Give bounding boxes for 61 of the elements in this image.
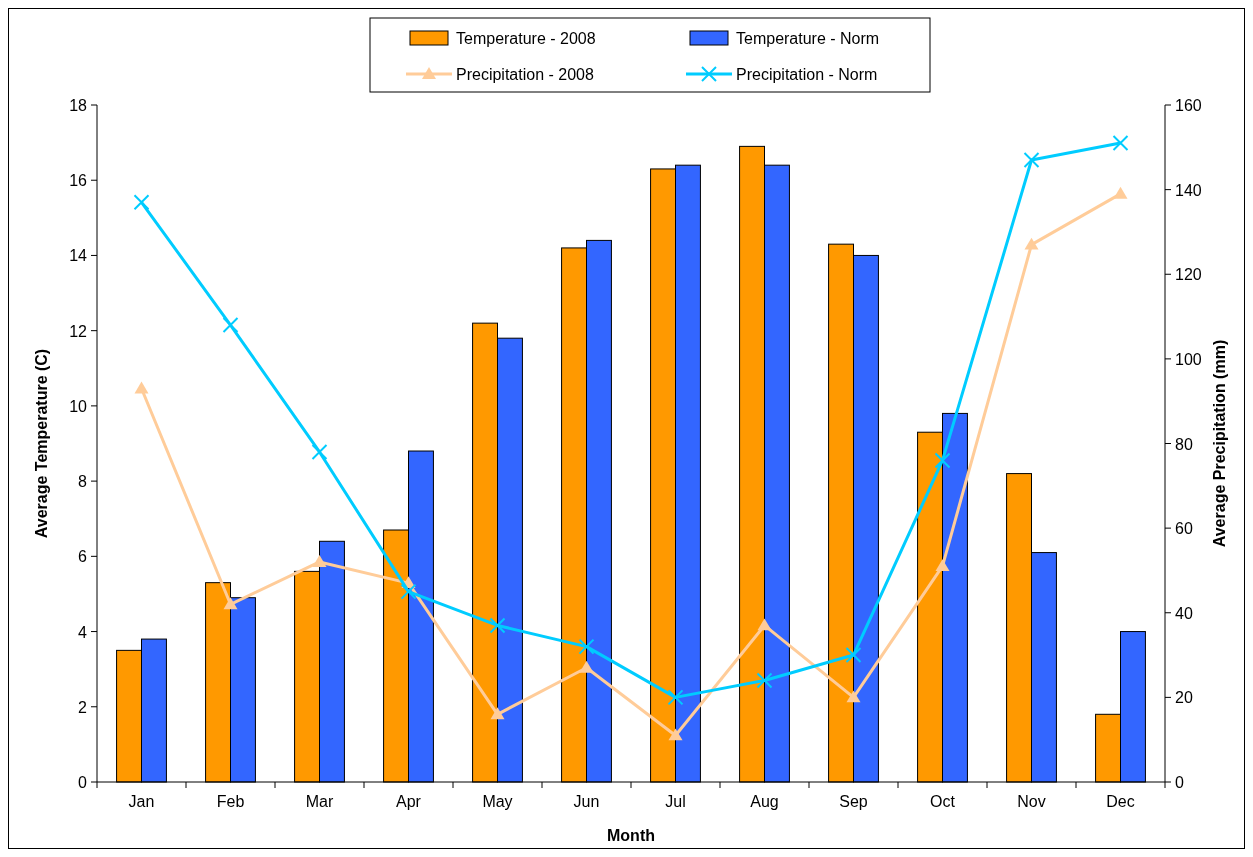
y2-tick-label: 0 bbox=[1175, 774, 1184, 791]
y-tick-label: 10 bbox=[69, 397, 88, 415]
point bbox=[668, 728, 683, 741]
x-tick-label: May bbox=[482, 793, 513, 810]
y2-tick-label: 20 bbox=[1175, 689, 1193, 707]
x-tick-label: Jan bbox=[128, 793, 155, 810]
legend-label: Temperature - 2008 bbox=[456, 30, 596, 47]
y2-tick-label: 160 bbox=[1175, 97, 1202, 114]
x-tick-label: Feb bbox=[216, 793, 245, 810]
y2-tick-label: 80 bbox=[1175, 435, 1193, 453]
point bbox=[222, 317, 239, 334]
point bbox=[935, 559, 950, 572]
y2-tick-label: 140 bbox=[1175, 181, 1202, 199]
x-tick-label: Mar bbox=[305, 793, 334, 810]
point bbox=[845, 647, 862, 664]
x-tick-label: Dec bbox=[1106, 793, 1135, 810]
point bbox=[400, 583, 417, 600]
y-axis-title: Average Temperature (C) bbox=[33, 348, 50, 539]
point bbox=[934, 452, 951, 469]
point bbox=[1112, 135, 1129, 152]
x-tick-label: Sep bbox=[839, 793, 868, 810]
point bbox=[667, 689, 684, 706]
y2-axis-title: Average Precipitation (mm) bbox=[1211, 339, 1228, 548]
y-tick-label: 0 bbox=[78, 774, 88, 791]
point bbox=[133, 194, 150, 211]
y-tick-label: 16 bbox=[69, 172, 88, 190]
x-axis-title: Month bbox=[607, 827, 655, 844]
y-tick-label: 8 bbox=[78, 473, 88, 491]
point bbox=[489, 617, 506, 634]
legend-label: Temperature - Norm bbox=[736, 30, 880, 47]
y-tick-label: 2 bbox=[78, 698, 88, 716]
x-tick-label: Jul bbox=[665, 793, 686, 810]
y-tick-label: 12 bbox=[69, 322, 88, 340]
legend-label: Precipitation - 2008 bbox=[456, 66, 594, 83]
point bbox=[756, 672, 773, 689]
legend-label: Precipitation - Norm bbox=[736, 66, 878, 83]
point bbox=[223, 597, 238, 610]
point bbox=[579, 660, 594, 673]
point bbox=[846, 690, 861, 703]
y-tick-label: 6 bbox=[78, 548, 88, 566]
point bbox=[1113, 186, 1128, 199]
y-tick-label: 4 bbox=[78, 623, 88, 641]
point bbox=[1023, 152, 1040, 169]
x-tick-label: Jun bbox=[573, 793, 600, 810]
point bbox=[578, 638, 595, 655]
x-tick-label: Oct bbox=[930, 793, 956, 810]
y-tick-label: 14 bbox=[69, 247, 88, 265]
point bbox=[134, 381, 149, 394]
point bbox=[312, 554, 327, 567]
point bbox=[1024, 237, 1039, 250]
y2-tick-label: 100 bbox=[1175, 350, 1202, 368]
y2-tick-label: 40 bbox=[1175, 604, 1193, 622]
point bbox=[757, 618, 772, 631]
x-tick-label: Aug bbox=[750, 793, 779, 810]
x-tick-label: Apr bbox=[396, 793, 422, 810]
y2-tick-label: 60 bbox=[1175, 520, 1193, 538]
y-tick-label: 18 bbox=[69, 97, 88, 114]
point bbox=[311, 443, 328, 460]
y2-tick-label: 120 bbox=[1175, 266, 1202, 284]
x-tick-label: Nov bbox=[1017, 793, 1046, 810]
point bbox=[490, 707, 505, 720]
